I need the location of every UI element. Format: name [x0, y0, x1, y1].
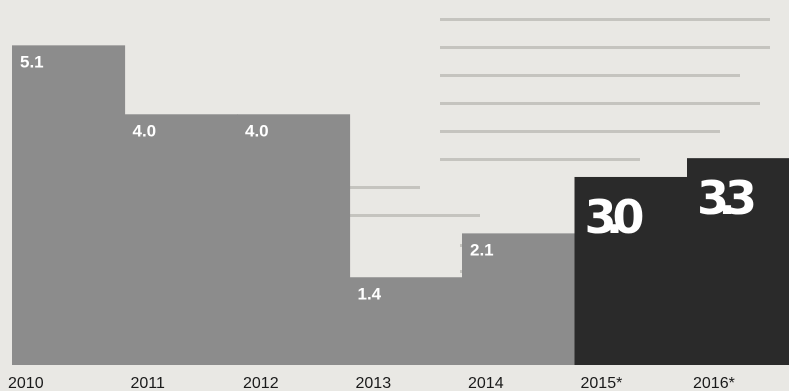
bar-2012 [237, 114, 351, 366]
x-tick-label-2010: 2010 [8, 375, 44, 391]
x-tick-label-2016-forecast: 2016* [693, 375, 735, 391]
x-tick-label-2013: 2013 [356, 375, 392, 391]
bar-2016-forecast [687, 158, 789, 365]
x-tick-label-2014: 2014 [468, 375, 504, 391]
value-label-2016-forecast: 3.3 [697, 171, 757, 225]
bar-2010 [12, 45, 126, 365]
value-labels-group: 5.1 4.0 4.0 1.4 2.1 3.0 3.3 [20, 52, 757, 303]
x-tick-label-2015-forecast: 2015* [581, 375, 623, 391]
value-label-2011: 4.0 [133, 121, 157, 140]
value-label-2015-forecast: 3.0 [585, 190, 645, 244]
bar-2011 [124, 114, 238, 366]
bar-2013 [349, 277, 463, 365]
x-axis-tick-labels: 2010 2011 2012 2013 2014 2015* 2016* [8, 375, 735, 391]
bar-2014 [462, 233, 576, 365]
x-tick-label-2012: 2012 [243, 375, 279, 391]
value-label-2010: 5.1 [20, 52, 44, 71]
value-label-2014: 2.1 [470, 240, 494, 259]
value-label-2012: 4.0 [245, 121, 269, 140]
value-label-2013: 1.4 [358, 284, 382, 303]
x-tick-label-2011: 2011 [131, 375, 166, 391]
bar-2015-forecast [574, 176, 688, 365]
bars-group [12, 45, 789, 366]
